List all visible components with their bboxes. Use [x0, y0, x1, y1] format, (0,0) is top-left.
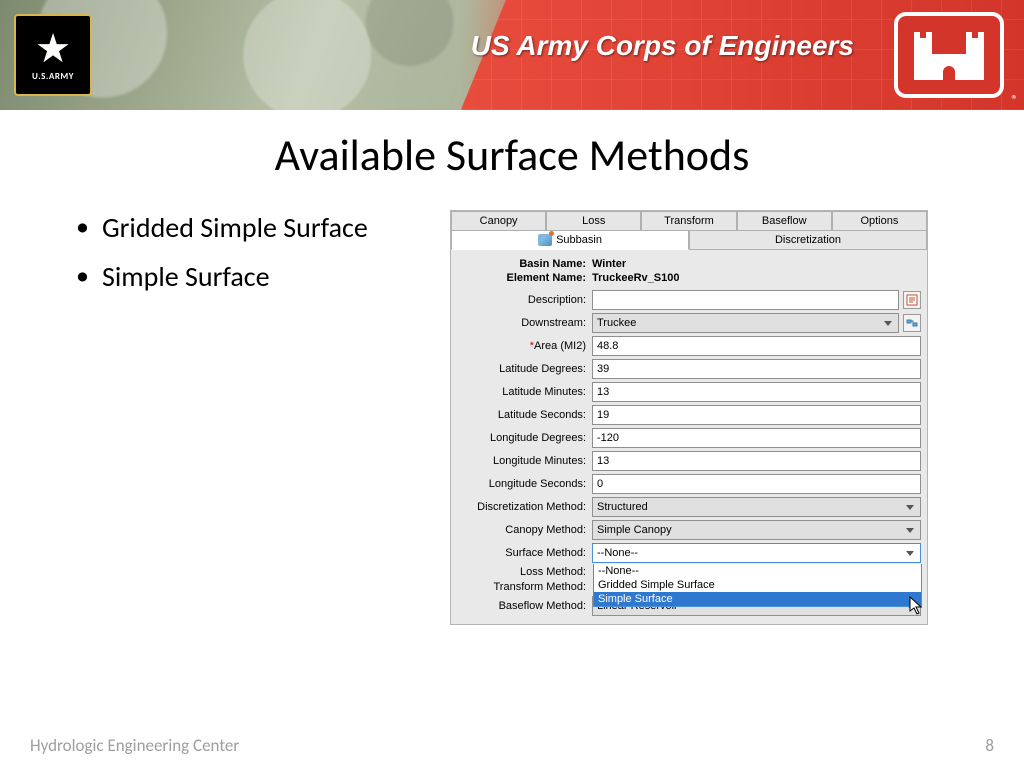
tab-row-bottom: Subbasin Discretization [451, 230, 927, 250]
dropdown-option-gridded[interactable]: Gridded Simple Surface [594, 578, 921, 592]
tab-row-top: Canopy Loss Transform Baseflow Options [451, 211, 927, 230]
banner-title: US Army Corps of Engineers [471, 30, 854, 62]
discretization-label: Discretization Method: [457, 501, 592, 513]
footer-left: Hydrologic Engineering Center [30, 735, 239, 756]
link-icon[interactable] [903, 314, 921, 332]
tab-canopy[interactable]: Canopy [451, 211, 546, 230]
lon-deg-input[interactable] [592, 428, 921, 448]
basin-name-label: Basin Name: [457, 258, 592, 270]
lat-min-input[interactable] [592, 382, 921, 402]
lat-min-label: Latitude Minutes: [457, 386, 592, 398]
baseflow-label: Baseflow Method: [457, 600, 592, 612]
surface-select[interactable]: --None-- [592, 543, 921, 563]
canopy-label: Canopy Method: [457, 524, 592, 536]
description-input[interactable] [592, 290, 899, 310]
lat-sec-label: Latitude Seconds: [457, 409, 592, 421]
registered-mark: ® [1011, 93, 1018, 108]
basin-name-value: Winter [592, 258, 626, 270]
notes-icon[interactable] [903, 291, 921, 309]
element-name-value: TruckeeRv_S100 [592, 272, 679, 284]
tab-loss[interactable]: Loss [546, 211, 641, 230]
canopy-select[interactable]: Simple Canopy [592, 520, 921, 540]
tab-discretization[interactable]: Discretization [689, 230, 927, 250]
tab-transform[interactable]: Transform [641, 211, 736, 230]
slide-footer: Hydrologic Engineering Center 8 [0, 735, 1024, 756]
lat-sec-input[interactable] [592, 405, 921, 425]
tab-subbasin[interactable]: Subbasin [451, 230, 689, 250]
properties-panel: Canopy Loss Transform Baseflow Options S… [450, 210, 928, 625]
lat-deg-input[interactable] [592, 359, 921, 379]
bullet-list: Gridded Simple Surface Simple Surface [70, 210, 410, 625]
lon-min-input[interactable] [592, 451, 921, 471]
downstream-select[interactable]: Truckee [592, 313, 899, 333]
bullet-item: Simple Surface [70, 259, 410, 294]
lon-sec-label: Longitude Seconds: [457, 478, 592, 490]
footer-page-number: 8 [985, 735, 994, 756]
element-name-label: Element Name: [457, 272, 592, 284]
lon-deg-label: Longitude Degrees: [457, 432, 592, 444]
tab-baseflow[interactable]: Baseflow [737, 211, 832, 230]
bullet-item: Gridded Simple Surface [70, 210, 410, 245]
lon-min-label: Longitude Minutes: [457, 455, 592, 467]
downstream-label: Downstream: [457, 317, 592, 329]
header-banner: ★ U.S.ARMY US Army Corps of Engineers ® [0, 0, 1024, 110]
loss-method-label: Loss Method: [457, 566, 592, 578]
area-input[interactable] [592, 336, 921, 356]
dropdown-option-none[interactable]: --None-- [594, 564, 921, 578]
usace-castle-logo [894, 12, 1004, 98]
description-label: Description: [457, 294, 592, 306]
lat-deg-label: Latitude Degrees: [457, 363, 592, 375]
discretization-select[interactable]: Structured [592, 497, 921, 517]
tab-subbasin-label: Subbasin [556, 234, 602, 246]
slide-title: Available Surface Methods [70, 128, 954, 182]
surface-dropdown[interactable]: --None-- Gridded Simple Surface Simple S… [593, 564, 922, 607]
surface-label: Surface Method: [457, 547, 592, 559]
area-label: *Area (MI2) [457, 340, 592, 352]
transform-method-label: Transform Method: [457, 581, 592, 593]
lon-sec-input[interactable] [592, 474, 921, 494]
star-icon: ★ [35, 29, 71, 69]
tab-options[interactable]: Options [832, 211, 927, 230]
dropdown-option-simple[interactable]: Simple Surface [594, 592, 921, 606]
us-army-logo: ★ U.S.ARMY [14, 14, 92, 96]
subbasin-icon [538, 234, 552, 246]
